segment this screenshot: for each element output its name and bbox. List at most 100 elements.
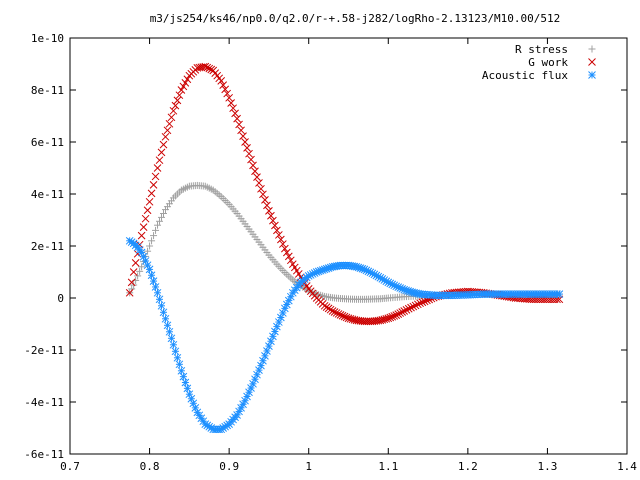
data-point [136, 267, 144, 275]
y-tick-label: 0 [57, 292, 64, 305]
data-point [227, 99, 235, 107]
data-point [223, 89, 232, 98]
data-point [277, 235, 285, 244]
data-point [183, 384, 192, 393]
data-point [396, 309, 405, 317]
data-point [144, 247, 152, 255]
data-point [388, 312, 397, 321]
y-tick-label: 2e-11 [31, 240, 64, 253]
data-point [201, 62, 210, 71]
data-point [179, 82, 188, 91]
data-point [392, 311, 401, 320]
data-point [275, 231, 283, 239]
data-point [151, 172, 160, 181]
data-point [390, 312, 399, 320]
data-point [165, 327, 174, 336]
data-point [147, 189, 156, 198]
data-point [411, 301, 420, 310]
data-point [149, 277, 158, 285]
series-g-work [125, 62, 564, 326]
data-point [171, 101, 180, 110]
data-point [155, 156, 164, 165]
x-tick-label: 1.3 [537, 460, 557, 473]
y-tick-label: -6e-11 [24, 448, 64, 461]
data-point [235, 120, 243, 129]
data-point [271, 221, 279, 230]
data-point [159, 140, 168, 149]
data-point [163, 126, 172, 135]
data-point [149, 181, 158, 189]
data-point [217, 77, 226, 85]
data-point [181, 378, 190, 387]
data-point [257, 184, 265, 193]
x-tick-label: 0.9 [219, 460, 239, 473]
data-point [243, 143, 251, 152]
data-point [330, 308, 339, 316]
data-point [131, 259, 140, 267]
y-tick-label: 4e-11 [31, 188, 64, 201]
data-point [167, 334, 176, 343]
data-point [413, 300, 422, 309]
data-point [267, 337, 275, 346]
data-point [328, 307, 337, 315]
data-point [239, 132, 247, 141]
data-point [269, 216, 277, 225]
data-point [127, 278, 136, 287]
x-tick-label: 0.8 [140, 460, 160, 473]
data-point [398, 308, 407, 316]
data-point [183, 75, 192, 84]
data-point [338, 311, 347, 320]
data-point [247, 155, 255, 164]
data-point [384, 314, 393, 323]
data-point [181, 78, 190, 87]
legend-label: G work [528, 56, 568, 69]
data-point [177, 86, 186, 94]
x-tick-label: 1.4 [617, 460, 637, 473]
data-point [332, 309, 341, 317]
x-tick-label: 0.7 [60, 460, 80, 473]
data-point [129, 268, 138, 276]
data-point [407, 303, 415, 312]
data-point [143, 206, 152, 215]
y-tick-label: 1e-10 [31, 32, 64, 45]
data-point [169, 340, 178, 349]
data-point [231, 109, 239, 118]
data-point [158, 213, 166, 221]
data-point [229, 104, 237, 113]
data-point [420, 297, 429, 306]
data-point [286, 256, 295, 265]
data-point [221, 85, 230, 94]
data-point [394, 310, 403, 318]
data-point [151, 283, 160, 291]
data-point [225, 93, 233, 102]
data-point [334, 310, 343, 318]
data-point [161, 132, 170, 141]
data-point [161, 314, 170, 323]
series-layer [125, 62, 564, 434]
data-point [146, 242, 154, 250]
y-tick-label: -2e-11 [24, 344, 64, 357]
data-point [177, 366, 186, 375]
data-point [159, 308, 168, 317]
data-point [416, 299, 424, 308]
data-point [134, 272, 142, 280]
data-point [139, 223, 148, 232]
series-acoustic-flux [125, 236, 564, 434]
data-point [175, 91, 184, 100]
data-point [280, 244, 289, 253]
data-point [173, 96, 182, 105]
legend-marker [588, 71, 596, 79]
data-point [409, 302, 418, 311]
y-tick-label: 6e-11 [31, 136, 64, 149]
plot-frame [69, 37, 628, 455]
data-point [153, 164, 162, 172]
data-point [265, 207, 273, 215]
data-point [263, 201, 271, 210]
data-point [175, 360, 184, 369]
data-point [173, 353, 182, 362]
data-point [148, 237, 156, 245]
data-point [241, 138, 249, 146]
data-point [267, 211, 275, 220]
data-point [171, 347, 180, 356]
